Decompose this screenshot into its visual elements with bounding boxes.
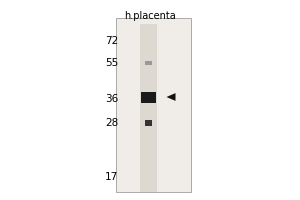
Text: 28: 28	[105, 118, 119, 128]
Bar	[145, 61, 152, 65]
Bar	[116, 18, 190, 192]
Text: h.placenta: h.placenta	[124, 11, 176, 21]
Text: 17: 17	[105, 172, 119, 182]
Text: 36: 36	[105, 94, 119, 104]
Bar	[145, 120, 152, 126]
Bar	[140, 24, 157, 192]
Text: 55: 55	[105, 58, 119, 68]
Bar	[141, 92, 156, 102]
Polygon shape	[167, 93, 176, 101]
Text: 72: 72	[105, 36, 119, 46]
